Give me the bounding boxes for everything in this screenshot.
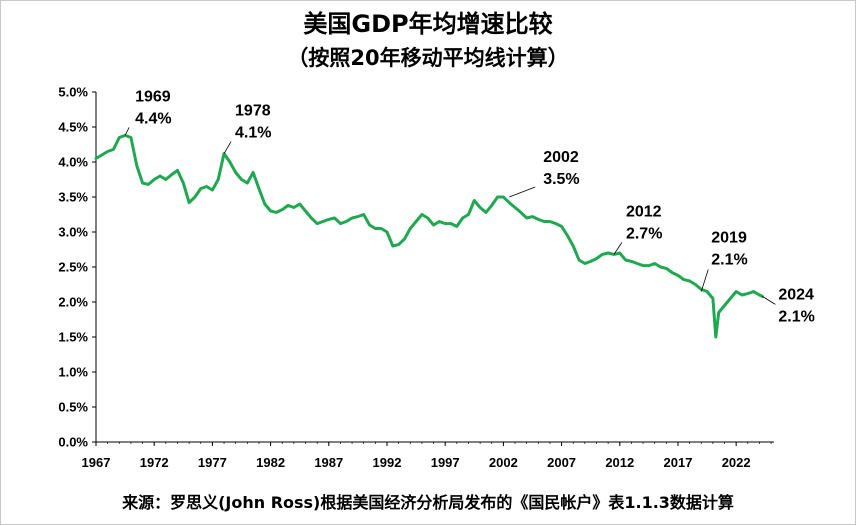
annotations: 1969 4.4% 1978 4.1% 2002 3.5% 2012 2.7% 2019 2.1%…	[124, 88, 815, 325]
annotation-value: 4.4%	[135, 110, 171, 127]
annotation-leader	[509, 186, 536, 198]
annotation-leader	[700, 269, 709, 292]
annotation-leader	[762, 296, 776, 305]
y-tick-label: 2.5%	[58, 260, 88, 275]
chart-title: 美国GDP年均增速比较	[303, 10, 553, 38]
x-tick-label: 2012	[605, 455, 634, 470]
x-tick-label: 2017	[664, 455, 693, 470]
annotation-value: 2.1%	[778, 308, 814, 325]
y-tick-label: 0.0%	[58, 435, 88, 450]
annotation-year: 2012	[626, 203, 662, 220]
tick-labels: 0.0% 0.5% 1.0% 1.5% 2.0% 2.5% 3.0% 3.5% 4.0% 4.5%…	[58, 85, 750, 471]
x-tick-label: 1967	[82, 455, 111, 470]
x-tick-label: 1982	[256, 455, 285, 470]
y-tick-label: 3.5%	[58, 190, 88, 205]
annotation-leader	[223, 141, 232, 154]
y-tick-label: 4.5%	[58, 120, 88, 135]
annotation-value: 3.5%	[543, 171, 579, 188]
series-layer	[94, 133, 764, 339]
y-tick-label: 4.0%	[58, 155, 88, 170]
x-tick-label: 1977	[198, 455, 227, 470]
x-tick-label: 1987	[314, 455, 343, 470]
axes	[92, 91, 774, 446]
annotation-leader	[124, 127, 130, 136]
annotation-value: 2.7%	[626, 225, 662, 242]
x-tick-label: 1972	[140, 455, 169, 470]
annotation-year: 2002	[543, 149, 579, 166]
x-tick-label: 1997	[431, 455, 460, 470]
annotation-leader	[613, 242, 623, 255]
annotation-year: 1978	[235, 103, 271, 120]
y-tick-label: 5.0%	[58, 85, 88, 100]
x-tick-label: 1992	[373, 455, 402, 470]
y-tick-label: 3.0%	[58, 225, 88, 240]
y-tick-label: 1.5%	[58, 330, 88, 345]
series-line-0	[94, 133, 764, 339]
chart-subtitle: （按照20年移动平均线计算）	[287, 46, 569, 70]
y-tick-label: 2.0%	[58, 295, 88, 310]
y-tick-label: 0.5%	[58, 400, 88, 415]
source-note: 来源：罗思义(John Ross)根据美国经济分析局发布的《国民帐户》表1.1.…	[122, 493, 734, 512]
annotation-value: 2.1%	[711, 252, 747, 269]
x-tick-label: 2002	[489, 455, 518, 470]
annotation-year: 1969	[135, 88, 171, 105]
annotation-year: 2024	[778, 286, 814, 303]
annotation-year: 2019	[711, 230, 747, 247]
x-tick-label: 2022	[722, 455, 751, 470]
annotation-value: 4.1%	[235, 125, 271, 142]
x-tick-label: 2007	[547, 455, 576, 470]
y-tick-label: 1.0%	[58, 365, 88, 380]
